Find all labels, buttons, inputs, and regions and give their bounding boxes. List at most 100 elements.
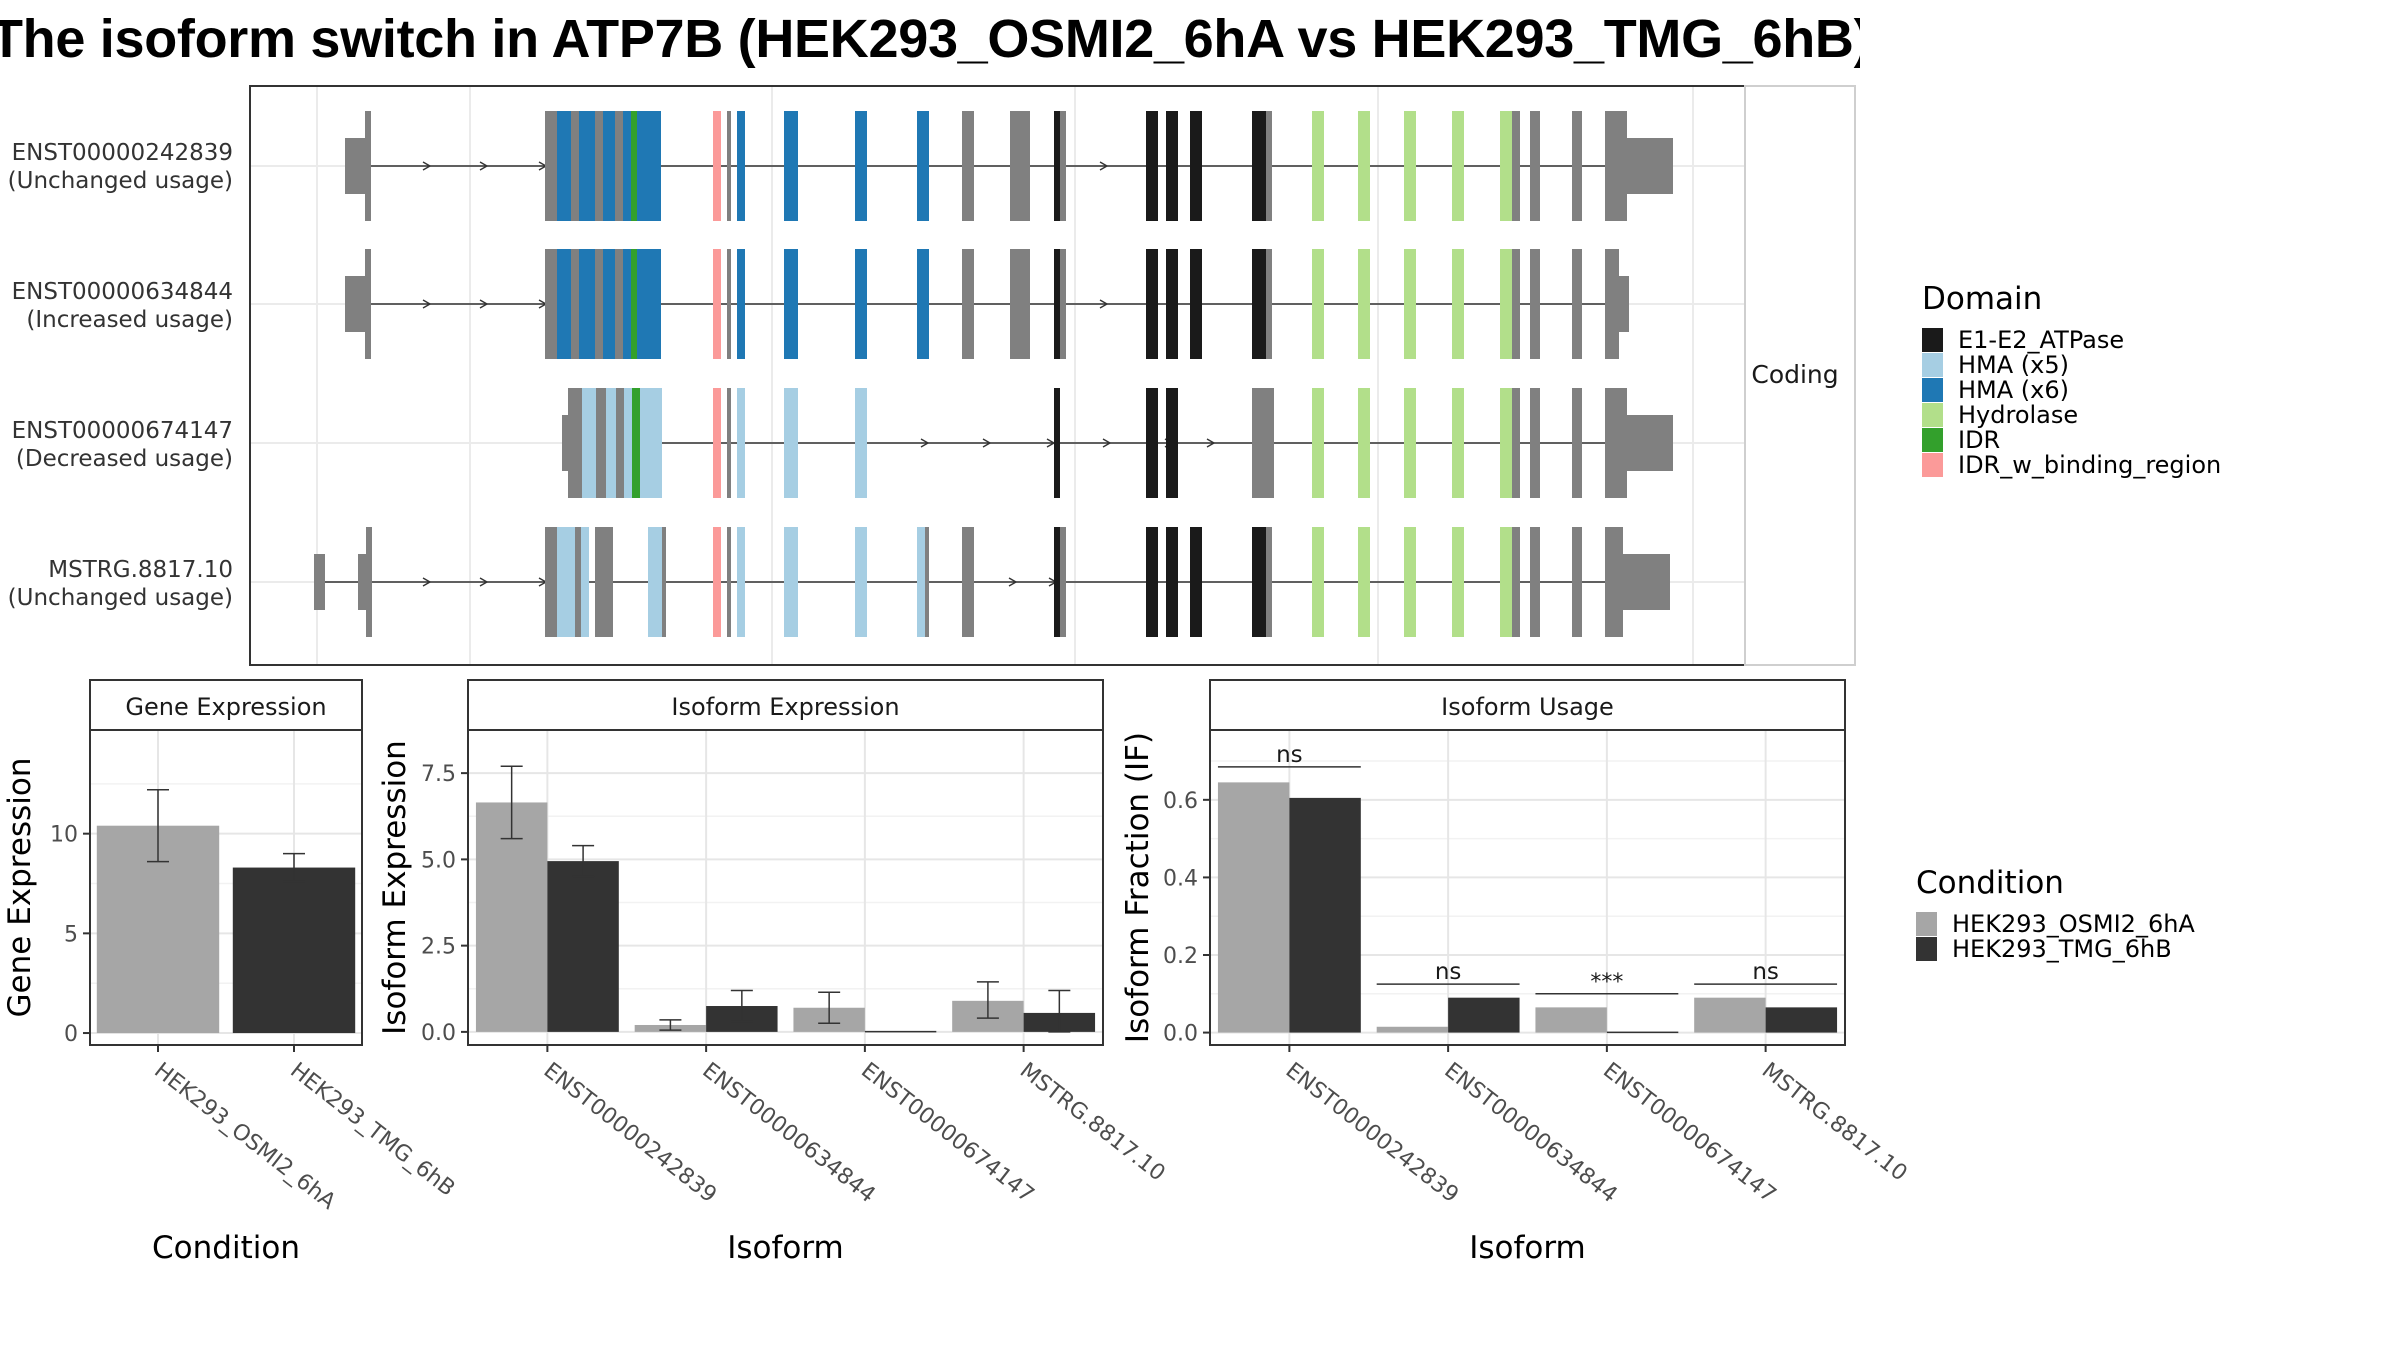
exon-block — [1252, 249, 1266, 359]
condition-legend: Condition HEK293_OSMI2_6hA HEK293_TMG_6h… — [1916, 865, 2195, 963]
x-tick-label: ENST00000242839 — [539, 1058, 721, 1208]
domain-legend-key — [1922, 328, 1943, 352]
significance-label: *** — [1590, 970, 1623, 995]
y-tick-label: 0.6 — [1163, 789, 1198, 814]
domain-legend-key — [1922, 378, 1943, 402]
domain-legend-key — [1922, 453, 1943, 477]
exon-block — [1605, 388, 1627, 498]
exon-block — [1452, 111, 1464, 221]
exon-block — [727, 111, 731, 221]
facet-strip-coding — [1744, 85, 1856, 666]
exon-block — [727, 249, 731, 359]
intron-arrow — [479, 577, 489, 587]
exon-block — [1404, 249, 1416, 359]
exon-block — [603, 111, 615, 221]
exon-block — [606, 388, 616, 498]
exon-block — [855, 111, 867, 221]
exon-block — [713, 111, 721, 221]
exon-block — [595, 527, 613, 637]
exon-block — [1625, 415, 1673, 471]
exon-block — [1452, 249, 1464, 359]
exon-block — [623, 249, 631, 359]
transcript-structure-panel — [249, 85, 1856, 666]
exon-block — [1625, 138, 1673, 194]
intron-arrow — [1102, 438, 1112, 448]
exon-block — [595, 111, 603, 221]
exon-block — [1252, 111, 1266, 221]
exon-block — [727, 527, 731, 637]
domain-legend-label: HMA (x6) — [1958, 376, 2069, 404]
exon-block — [713, 388, 721, 498]
intron-arrow — [1099, 299, 1109, 309]
legend-label-tmg: HEK293_TMG_6hB — [1952, 935, 2172, 963]
transcript-id-1: ENST00000242839 — [12, 140, 233, 166]
significance-label: ns — [1752, 959, 1779, 985]
exon-block — [727, 388, 731, 498]
bar — [1694, 997, 1766, 1033]
exon-block — [1266, 111, 1272, 221]
exon-block — [962, 111, 974, 221]
transcript-usage-4: (Unchanged usage) — [8, 585, 233, 611]
transcript-labels: ENST00000242839 (Unchanged usage) ENST00… — [8, 140, 1839, 611]
y-tick-label: 5.0 — [421, 848, 456, 873]
exon-block — [1530, 249, 1540, 359]
exon-block — [1146, 249, 1158, 359]
strip-label-coding: Coding — [1751, 360, 1838, 389]
y-tick-label: 0.4 — [1163, 866, 1198, 891]
intron-arrow — [920, 438, 930, 448]
exon-block — [545, 111, 557, 221]
exon-block — [1530, 388, 1540, 498]
x-axis-title: Isoform — [727, 1230, 844, 1266]
exon-block — [1166, 388, 1178, 498]
y-tick-label: 0.0 — [421, 1021, 456, 1046]
intron-arrow — [479, 299, 489, 309]
exon-block — [1252, 527, 1266, 637]
exon-block — [358, 554, 366, 610]
significance-label: ns — [1435, 959, 1462, 985]
exon-block — [1358, 527, 1370, 637]
exon-block — [1054, 111, 1060, 221]
legend-key-tmg — [1916, 937, 1937, 961]
exon-block — [1512, 388, 1520, 498]
chart-panel-border — [1209, 729, 1846, 1046]
exon-block — [1146, 388, 1158, 498]
x-tick-label: MSTRG.8817.10 — [1757, 1058, 1912, 1186]
exon-block — [603, 249, 615, 359]
exon-block — [855, 527, 867, 637]
x-tick-label: MSTRG.8817.10 — [1015, 1058, 1170, 1186]
exon-block — [1312, 249, 1324, 359]
exon-block — [575, 527, 581, 637]
exon-block — [616, 388, 624, 498]
intron-arrow — [479, 161, 489, 171]
exon-block — [784, 249, 798, 359]
exon-block — [1530, 111, 1540, 221]
x-axis-title: Isoform — [1469, 1230, 1586, 1266]
exon-block — [1010, 249, 1030, 359]
intron-arrow — [1099, 161, 1109, 171]
exon-block — [1404, 527, 1416, 637]
legend-key-osmi2 — [1916, 912, 1937, 936]
transcript-usage-2: (Increased usage) — [26, 307, 233, 333]
exon-block — [624, 388, 632, 498]
exon-block — [1312, 111, 1324, 221]
domain-legend-label: E1-E2_ATPase — [1958, 326, 2124, 354]
exon-block — [1500, 388, 1512, 498]
intron-arrow — [422, 161, 432, 171]
exon-block — [1605, 249, 1619, 359]
exon-block — [1190, 527, 1202, 637]
transcript-id-2: ENST00000634844 — [12, 279, 233, 305]
transcript-id-4: MSTRG.8817.10 — [48, 557, 233, 583]
exon-block — [1605, 527, 1623, 637]
exon-block — [571, 249, 579, 359]
exon-block — [1054, 388, 1060, 498]
exon-block — [640, 388, 662, 498]
exon-block — [545, 527, 557, 637]
exon-block — [648, 527, 662, 637]
chart-panel-border — [89, 729, 363, 1046]
exon-block — [557, 249, 571, 359]
exon-block — [1452, 388, 1464, 498]
bar — [1217, 782, 1290, 1033]
y-tick-label: 0.2 — [1163, 944, 1198, 969]
intron-arrow — [422, 577, 432, 587]
